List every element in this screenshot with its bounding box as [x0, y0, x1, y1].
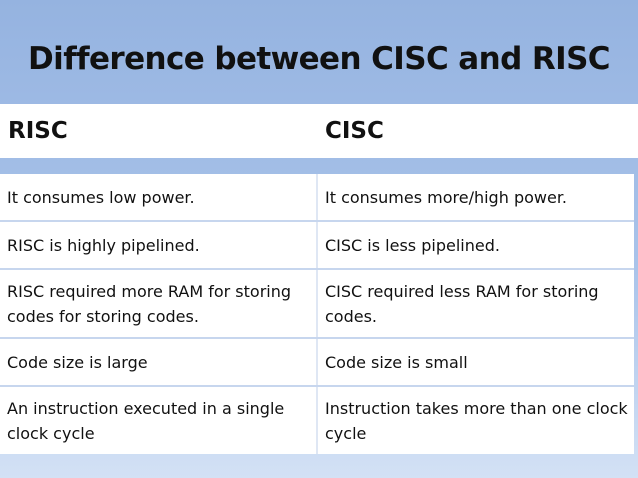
comparison-header: RISC CISC — [0, 104, 638, 158]
cisc-cell: CISC required less RAM for storing codes… — [317, 269, 634, 339]
comparison-table: It consumes low power. It consumes more/… — [0, 174, 634, 454]
table-row: It consumes low power. It consumes more/… — [0, 174, 634, 222]
risc-cell: It consumes low power. — [0, 174, 318, 222]
table-row: RISC is highly pipelined. CISC is less p… — [0, 221, 634, 270]
slide-title: Difference between CISC and RISC — [28, 41, 611, 77]
cisc-cell: It consumes more/high power. — [317, 174, 634, 222]
table-row: An instruction executed in a single cloc… — [0, 386, 634, 454]
risc-cell: RISC required more RAM for storing codes… — [0, 269, 318, 339]
cisc-cell: CISC is less pipelined. — [317, 221, 634, 270]
header-risc: RISC — [8, 118, 68, 144]
table-row: Code size is large Code size is small — [0, 338, 634, 387]
header-cisc: CISC — [325, 118, 384, 144]
risc-cell: An instruction executed in a single cloc… — [0, 386, 318, 454]
risc-cell: RISC is highly pipelined. — [0, 221, 318, 270]
cisc-cell: Code size is small — [317, 338, 634, 387]
cisc-cell: Instruction takes more than one clock cy… — [325, 398, 628, 443]
table-row: RISC required more RAM for storing codes… — [0, 269, 634, 339]
risc-cell: Code size is large — [0, 338, 318, 387]
